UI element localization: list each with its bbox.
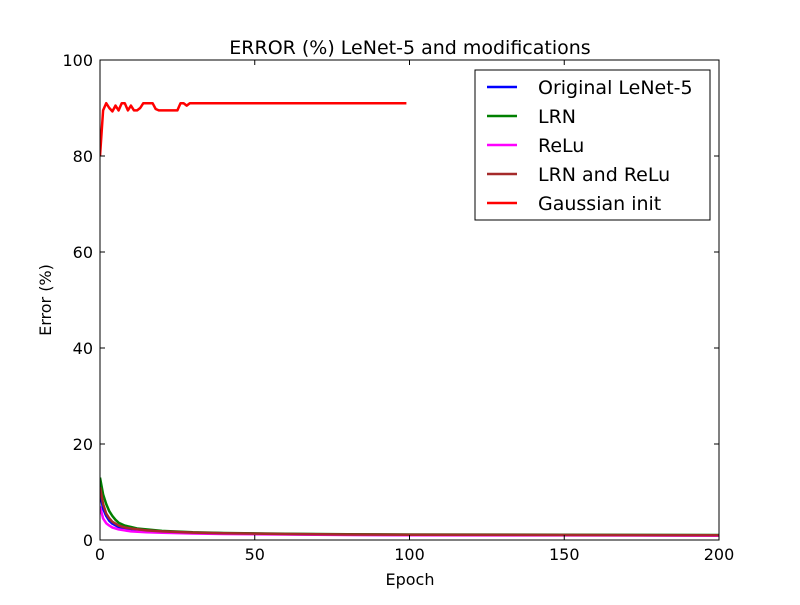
x-tick-label: 150 xyxy=(549,545,580,564)
series-line-gaussian-init xyxy=(100,101,407,157)
series-line-lrn-and-relu xyxy=(100,486,719,537)
legend: Original LeNet-5 LRN ReLu LRN and ReLu Gauss… xyxy=(474,69,711,221)
y-tick-label: 100 xyxy=(62,51,93,70)
y-tick-label: 60 xyxy=(73,243,93,262)
x-axis-label: Epoch xyxy=(386,570,435,589)
x-tick-label: 100 xyxy=(394,545,425,564)
legend-label-lrn-and-relu: LRN and ReLu xyxy=(538,164,670,186)
series-layer xyxy=(100,101,719,537)
y-tick-label: 0 xyxy=(83,531,93,550)
y-tick-label: 20 xyxy=(73,435,93,454)
chart-title: ERROR (%) LeNet-5 and modifications xyxy=(229,37,590,59)
x-tick-label: 200 xyxy=(704,545,735,564)
series-line-lrn xyxy=(100,477,719,537)
y-axis-label: Error (%) xyxy=(36,264,55,336)
legend-label-original-lenet-5: Original LeNet-5 xyxy=(538,77,693,99)
legend-label-relu: ReLu xyxy=(538,135,584,157)
series-line-original-lenet-5 xyxy=(100,491,719,537)
x-axis-ticks: 0 50 100 150 200 xyxy=(95,60,734,564)
legend-label-gaussian-init: Gaussian init xyxy=(538,193,661,215)
legend-label-lrn: LRN xyxy=(538,106,576,128)
y-tick-label: 40 xyxy=(73,339,93,358)
x-tick-label: 50 xyxy=(245,545,265,564)
y-axis-ticks: 0 20 40 60 80 100 xyxy=(62,51,719,550)
x-tick-label: 0 xyxy=(95,545,105,564)
y-tick-label: 80 xyxy=(73,147,93,166)
